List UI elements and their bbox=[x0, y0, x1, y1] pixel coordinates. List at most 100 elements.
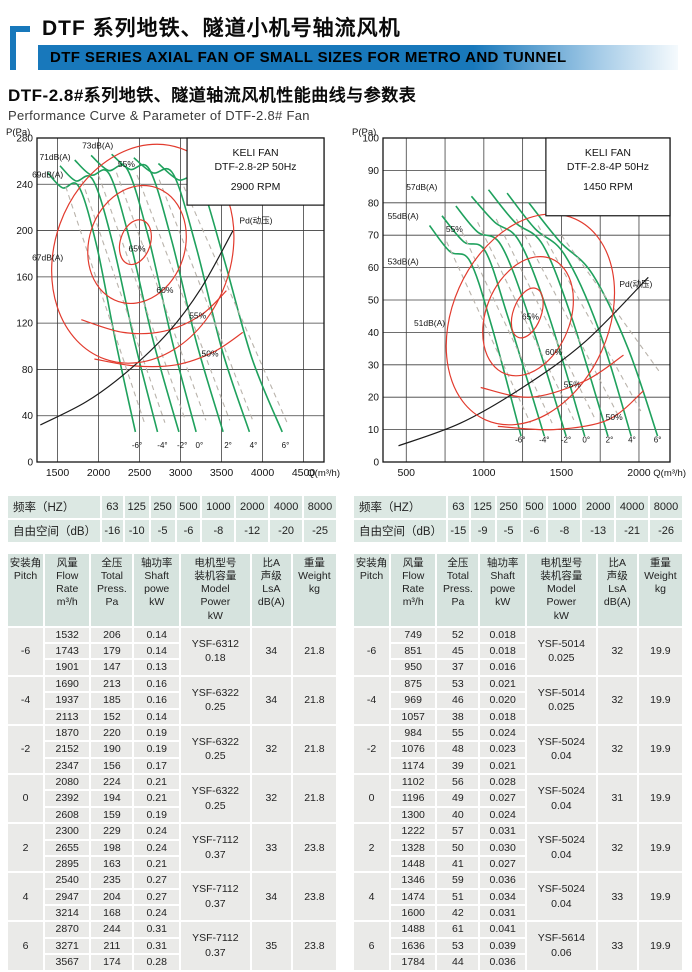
flow-cell: 969 bbox=[391, 693, 436, 708]
pitch-angle-label: -4° bbox=[157, 441, 167, 450]
pressure-cell: 204 bbox=[91, 889, 133, 904]
pitch-curve-0 bbox=[90, 154, 197, 433]
pressure-cell: 152 bbox=[91, 709, 133, 724]
pitch-angle-label: -2° bbox=[561, 436, 571, 445]
y-tick-label: 80 bbox=[22, 365, 34, 376]
power-dashed-2 bbox=[81, 180, 166, 423]
pd-curve bbox=[40, 230, 234, 426]
pitch-curve-2 bbox=[111, 153, 224, 433]
pitch-curve-6 bbox=[157, 162, 283, 433]
pressure-cell: 45 bbox=[437, 644, 479, 659]
pitch-angle-label: 6° bbox=[282, 441, 290, 450]
pressure-cell: 174 bbox=[91, 955, 133, 970]
efficiency-label: 55% bbox=[564, 379, 581, 389]
correction-value-cell: -6 bbox=[522, 520, 547, 542]
shaft-power-cell: 0.24 bbox=[134, 824, 179, 839]
x-tick-label: 3500 bbox=[210, 467, 234, 479]
pitch-cell: 6 bbox=[8, 922, 44, 970]
flow-cell: 2392 bbox=[45, 791, 90, 806]
correction-value-cell: -15 bbox=[448, 520, 469, 542]
octave-correction-table-4p: 频率（HZ） 63 125 250 500 1000 2000 4000 8000 自由空间（dB… bbox=[352, 494, 684, 544]
weight-cell: 21.8 bbox=[292, 627, 336, 675]
motor-model-cell: YSF-5024 0.04 bbox=[526, 775, 596, 823]
flow-cell: 3271 bbox=[45, 938, 90, 954]
pitch-cell: -6 bbox=[354, 627, 390, 675]
pressure-cell: 46 bbox=[437, 693, 479, 708]
weight-cell: 19.9 bbox=[638, 873, 682, 921]
flow-cell: 2113 bbox=[45, 709, 90, 724]
title-bracket-decoration bbox=[10, 26, 30, 70]
freq-value-cell: 125 bbox=[124, 496, 149, 518]
shaft-power-cell: 0.16 bbox=[134, 693, 179, 708]
shaft-power-cell: 0.14 bbox=[134, 644, 179, 659]
pitch-curve-2 bbox=[487, 189, 609, 437]
shaft-power-cell: 0.031 bbox=[480, 824, 525, 839]
y-tick-label: 120 bbox=[16, 319, 33, 330]
power-dashed-1 bbox=[446, 241, 531, 424]
efficiency-label: 65% bbox=[522, 311, 539, 321]
pitch-angle-label: 4° bbox=[628, 436, 636, 445]
freq-value-cell: 2000 bbox=[582, 496, 615, 518]
pressure-cell: 229 bbox=[91, 824, 133, 839]
freq-value-cell: 500 bbox=[522, 496, 547, 518]
column-header: 轴功率 Shaft powe kW bbox=[134, 554, 179, 626]
correction-value-cell: -16 bbox=[102, 520, 123, 542]
weight-cell: 21.8 bbox=[292, 775, 336, 823]
pitch-cell: -6 bbox=[8, 627, 44, 675]
flow-cell: 875 bbox=[391, 676, 436, 692]
parameter-table-4p: 安装角 Pitch 风量 Flow Rate m³/h 全压 Total Press… bbox=[352, 552, 684, 972]
efficiency-label: 55% bbox=[118, 159, 135, 169]
correction-value-cell: -26 bbox=[650, 520, 682, 542]
pressure-cell: 37 bbox=[437, 660, 479, 675]
freq-value-cell: 4000 bbox=[270, 496, 303, 518]
shaft-power-cell: 0.27 bbox=[134, 873, 179, 888]
freq-value-cell: 1000 bbox=[202, 496, 235, 518]
shaft-power-cell: 0.24 bbox=[134, 840, 179, 855]
noise-level-label: 69dB(A) bbox=[32, 169, 63, 179]
pressure-cell: 48 bbox=[437, 742, 479, 757]
pitch-angle-label: -2° bbox=[177, 441, 187, 450]
pressure-cell: 159 bbox=[91, 807, 133, 823]
shaft-power-cell: 0.020 bbox=[480, 693, 525, 708]
flow-cell: 1076 bbox=[391, 742, 436, 757]
pitch-curve-0 bbox=[470, 195, 586, 437]
freq-value-cell: 4000 bbox=[616, 496, 649, 518]
octave-correction-table-2p: 频率（HZ） 63 125 250 500 1000 2000 4000 8000 自由空间（dB… bbox=[6, 494, 338, 544]
x-axis-title: Q(m³/h) bbox=[653, 468, 686, 479]
power-dashed-6 bbox=[537, 225, 643, 414]
pressure-cell: 49 bbox=[437, 791, 479, 806]
shaft-power-cell: 0.039 bbox=[480, 938, 525, 954]
noise-level-cell: 33 bbox=[251, 824, 291, 872]
weight-cell: 21.8 bbox=[292, 725, 336, 773]
efficiency-arc-55 bbox=[81, 290, 227, 335]
motor-model-cell: YSF-6322 0.25 bbox=[180, 676, 250, 724]
noise-level-cell: 32 bbox=[251, 775, 291, 823]
y-axis-title: P(Pa) bbox=[352, 127, 376, 138]
x-axis-title: Q(m³/h) bbox=[307, 468, 340, 479]
chart-info-box bbox=[186, 137, 325, 206]
pressure-cell: 40 bbox=[437, 807, 479, 823]
pitch-cell: 2 bbox=[354, 824, 390, 872]
info-box-line: DTF-2.8-4P 50Hz bbox=[567, 161, 649, 173]
x-tick-label: 4500 bbox=[292, 467, 316, 479]
correction-value-cell: -5 bbox=[496, 520, 521, 542]
pitch-curve-4 bbox=[133, 157, 251, 433]
efficiency-label: 55% bbox=[446, 224, 463, 234]
pressure-cell: 53 bbox=[437, 676, 479, 692]
efficiency-label: 55% bbox=[189, 311, 206, 321]
x-tick-label: 4000 bbox=[251, 467, 275, 479]
motor-model-cell: YSF-5024 0.04 bbox=[526, 824, 596, 872]
noise-level-cell: 31 bbox=[597, 775, 637, 823]
pitch-angle-label: -4° bbox=[539, 436, 549, 445]
column-header: 安装角 Pitch bbox=[8, 554, 44, 626]
flow-cell: 1448 bbox=[391, 856, 436, 872]
shaft-power-cell: 0.024 bbox=[480, 807, 525, 823]
pressure-cell: 38 bbox=[437, 709, 479, 724]
pitch-cell: 4 bbox=[354, 873, 390, 921]
shaft-power-cell: 0.24 bbox=[134, 906, 179, 921]
flow-cell: 1057 bbox=[391, 709, 436, 724]
pressure-cell: 147 bbox=[91, 660, 133, 675]
noise-level-cell: 33 bbox=[597, 922, 637, 970]
y-tick-label: 200 bbox=[16, 226, 33, 237]
pitch-angle-label: -6° bbox=[132, 441, 142, 450]
